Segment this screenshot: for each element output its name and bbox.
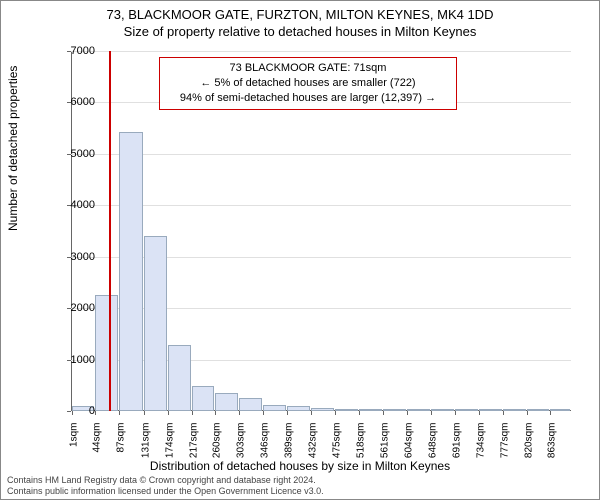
histogram-bar: [335, 409, 358, 411]
x-tick-label: 346sqm: [260, 423, 271, 473]
x-tick-mark: [407, 411, 408, 415]
y-tick-label: 3000: [55, 251, 95, 263]
annotation-line: ← 5% of detached houses are smaller (722…: [166, 76, 450, 91]
gridline: [71, 51, 571, 52]
y-tick-label: 4000: [55, 199, 95, 211]
x-tick-label: 432sqm: [308, 423, 319, 473]
footer: Contains HM Land Registry data © Crown c…: [7, 475, 593, 497]
histogram-bar: [407, 409, 430, 411]
x-tick-mark: [479, 411, 480, 415]
x-tick-mark: [527, 411, 528, 415]
histogram-bar: [263, 405, 286, 411]
x-tick-label: 777sqm: [499, 423, 510, 473]
x-tick-mark: [119, 411, 120, 415]
x-tick-label: 303sqm: [236, 423, 247, 473]
x-tick-mark: [192, 411, 193, 415]
x-tick-mark: [95, 411, 96, 415]
x-tick-mark: [168, 411, 169, 415]
histogram-bar: [431, 409, 454, 411]
histogram-bar: [503, 409, 526, 411]
x-tick-mark: [215, 411, 216, 415]
x-tick-mark: [503, 411, 504, 415]
y-axis-label: Number of detached properties: [6, 66, 20, 231]
histogram-bar: [192, 386, 215, 411]
reference-line: [109, 51, 111, 411]
x-tick-mark: [239, 411, 240, 415]
x-tick-label: 87sqm: [116, 423, 127, 473]
x-tick-mark: [550, 411, 551, 415]
x-tick-mark: [383, 411, 384, 415]
annotation-line: 94% of semi-detached houses are larger (…: [166, 91, 450, 106]
x-tick-label: 734sqm: [475, 423, 486, 473]
y-tick-label: 2000: [55, 302, 95, 314]
histogram-bar: [359, 409, 382, 411]
histogram-bar: [239, 398, 262, 411]
histogram-bar: [215, 393, 238, 411]
gridline: [71, 205, 571, 206]
x-tick-label: 44sqm: [92, 423, 103, 473]
x-tick-mark: [455, 411, 456, 415]
x-tick-label: 518sqm: [355, 423, 366, 473]
x-tick-label: 131sqm: [140, 423, 151, 473]
histogram-bar: [383, 409, 406, 411]
x-tick-mark: [144, 411, 145, 415]
histogram-bar: [527, 409, 550, 411]
histogram-bar: [119, 132, 142, 411]
chart-container: 73, BLACKMOOR GATE, FURZTON, MILTON KEYN…: [0, 0, 600, 500]
x-tick-mark: [335, 411, 336, 415]
footer-line-2: Contains public information licensed und…: [7, 486, 593, 497]
x-tick-label: 604sqm: [403, 423, 414, 473]
x-tick-label: 863sqm: [547, 423, 558, 473]
y-tick-label: 5000: [55, 148, 95, 160]
annotation-line: 73 BLACKMOOR GATE: 71sqm: [166, 61, 450, 76]
x-tick-mark: [431, 411, 432, 415]
x-tick-mark: [311, 411, 312, 415]
y-tick-label: 7000: [55, 45, 95, 57]
x-tick-label: 174sqm: [164, 423, 175, 473]
footer-line-1: Contains HM Land Registry data © Crown c…: [7, 475, 593, 486]
histogram-bar: [144, 236, 167, 411]
histogram-bar: [550, 409, 570, 411]
chart-subtitle: Size of property relative to detached ho…: [1, 24, 599, 39]
x-tick-label: 475sqm: [331, 423, 342, 473]
x-tick-mark: [263, 411, 264, 415]
gridline: [71, 154, 571, 155]
y-tick-label: 6000: [55, 96, 95, 108]
x-tick-label: 820sqm: [523, 423, 534, 473]
annotation-box: 73 BLACKMOOR GATE: 71sqm← 5% of detached…: [159, 57, 457, 110]
x-tick-label: 648sqm: [428, 423, 439, 473]
x-tick-label: 389sqm: [284, 423, 295, 473]
chart-title: 73, BLACKMOOR GATE, FURZTON, MILTON KEYN…: [1, 7, 599, 22]
x-tick-mark: [359, 411, 360, 415]
x-tick-label: 260sqm: [212, 423, 223, 473]
x-tick-label: 217sqm: [188, 423, 199, 473]
title-block: 73, BLACKMOOR GATE, FURZTON, MILTON KEYN…: [1, 1, 599, 39]
histogram-bar: [287, 406, 310, 411]
x-tick-mark: [287, 411, 288, 415]
histogram-bar: [455, 409, 478, 411]
histogram-bar: [95, 295, 118, 411]
histogram-bar: [311, 408, 334, 411]
histogram-bar: [479, 409, 502, 411]
y-tick-label: 1000: [55, 354, 95, 366]
x-tick-label: 1sqm: [68, 423, 79, 473]
y-tick-label: 0: [55, 405, 95, 417]
x-tick-label: 561sqm: [379, 423, 390, 473]
histogram-bar: [168, 345, 191, 411]
x-tick-label: 691sqm: [451, 423, 462, 473]
